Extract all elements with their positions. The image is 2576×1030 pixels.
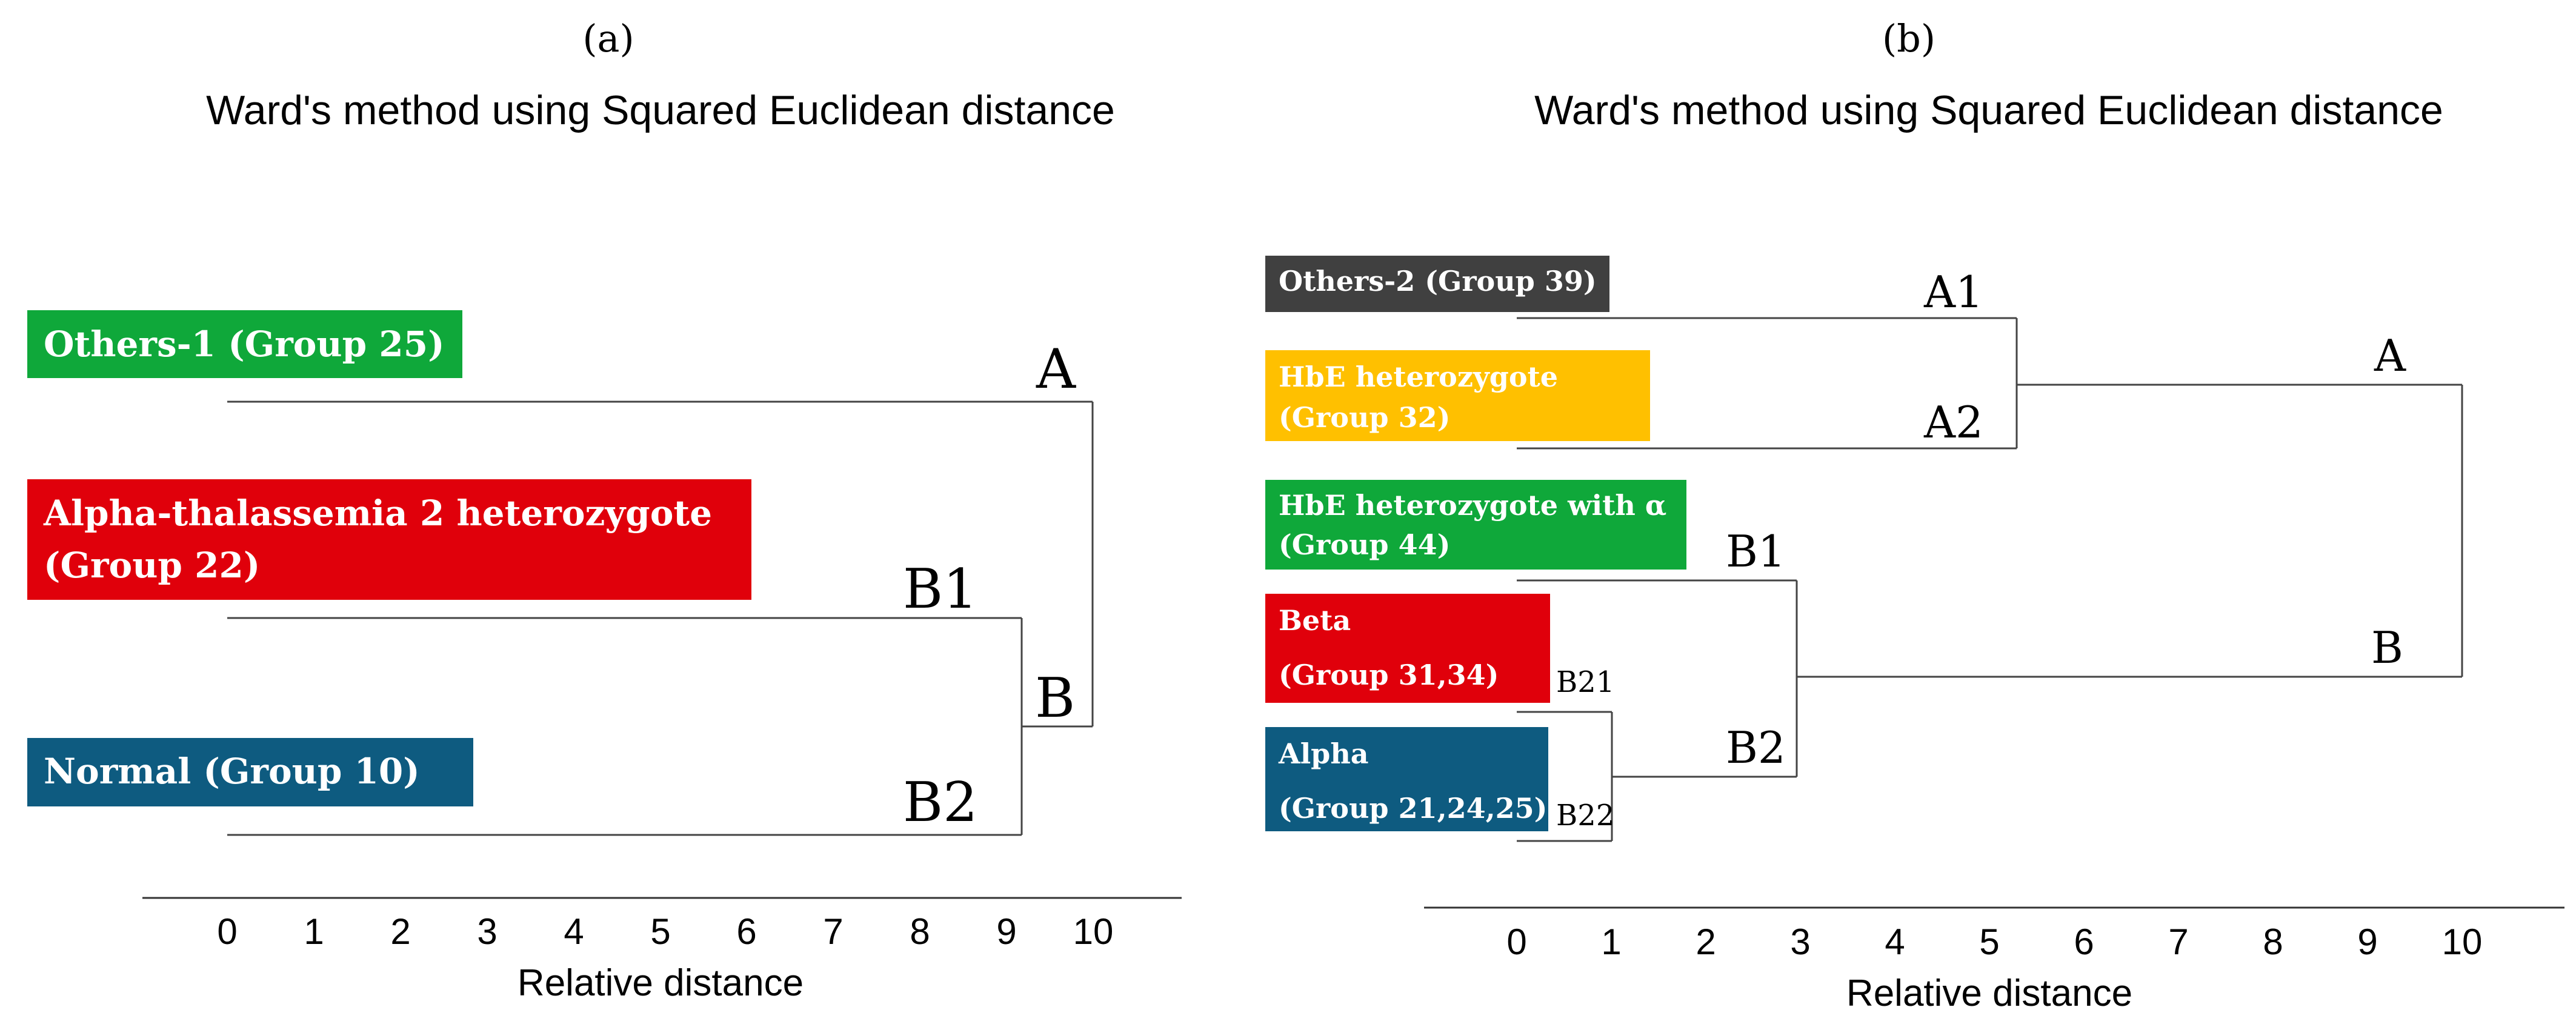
- tick-label: 0: [217, 911, 237, 952]
- group-label-alpha-thal-2-line2: (Group 22): [44, 545, 260, 586]
- group-label-alpha-thal-2-line1: Alpha-thalassemia 2 heterozygote: [43, 493, 712, 534]
- panel-b-letter: (b): [1882, 16, 1935, 61]
- cluster-label-b1: B1: [1726, 526, 1786, 577]
- cluster-label-b2: B2: [1726, 722, 1786, 773]
- tick-label: 4: [1885, 922, 1905, 962]
- group-label-alpha-line2: (Group 21,24,25): [1279, 792, 1547, 825]
- group-label-hbe-het-line1: HbE heterozygote: [1279, 360, 1558, 393]
- tick-label: 6: [2074, 922, 2094, 962]
- group-box-alpha-thal-2: [27, 479, 751, 600]
- cluster-label-b: B: [1035, 666, 1075, 730]
- tick-label: 10: [1073, 911, 1114, 952]
- group-label-hbe-het-alpha-line2: (Group 44): [1279, 528, 1450, 561]
- tick-label: 3: [477, 911, 497, 952]
- axis-b-label: Relative distance: [1846, 972, 2132, 1014]
- axis-a-ticks: 0 1 2 3 4 5 6 7 8 9 10: [217, 911, 1113, 952]
- group-box-others-1: [27, 310, 462, 378]
- group-box-hbe-het: [1265, 350, 1650, 441]
- tick-label: 5: [1979, 922, 1999, 962]
- tick-label: 5: [650, 911, 670, 952]
- dendrogram-a-branches: [227, 400, 1094, 836]
- group-box-others-2: [1265, 256, 1609, 312]
- tick-label: 3: [1790, 922, 1810, 962]
- cluster-label-a: A: [2374, 330, 2406, 381]
- group-label-beta-line2: (Group 31,34): [1279, 659, 1499, 691]
- group-label-normal: Normal (Group 10): [44, 751, 420, 792]
- tick-label: 1: [1601, 922, 1621, 962]
- group-label-beta-line1: Beta: [1279, 604, 1351, 637]
- group-label-others-2: Others-2 (Group 39): [1279, 265, 1597, 297]
- cluster-label-b2: B2: [903, 771, 977, 834]
- tick-label: 7: [2168, 922, 2188, 962]
- group-label-hbe-het-line2: (Group 32): [1279, 401, 1450, 434]
- tick-label: 4: [564, 911, 584, 952]
- panel-b-title: Ward's method using Squared Euclidean di…: [1534, 87, 2443, 133]
- tick-label: 0: [1506, 922, 1526, 962]
- panel-a-title: Ward's method using Squared Euclidean di…: [206, 87, 1115, 133]
- tick-label: 10: [2442, 922, 2483, 962]
- cluster-label-b1: B1: [903, 557, 977, 621]
- group-label-others-1: Others-1 (Group 25): [44, 324, 445, 365]
- tick-label: 7: [823, 911, 843, 952]
- group-box-alpha: [1265, 727, 1548, 831]
- cluster-label-b: B: [2371, 622, 2403, 673]
- tick-label: 6: [736, 911, 756, 952]
- tick-label: 9: [2357, 922, 2377, 962]
- group-box-hbe-het-alpha: [1265, 480, 1686, 570]
- axis-a-label: Relative distance: [518, 962, 804, 1004]
- cluster-label-a1: A1: [1923, 267, 1983, 317]
- cluster-label-a2: A2: [1923, 397, 1983, 448]
- panel-a: (a) Ward's method using Squared Euclidea…: [27, 16, 1182, 1004]
- group-label-alpha-line1: Alpha: [1278, 737, 1369, 770]
- dendrogram-b-branches: [1517, 317, 2463, 842]
- panel-a-letter: (a): [582, 16, 634, 61]
- group-label-hbe-het-alpha-line1: HbE heterozygote with α: [1279, 489, 1666, 522]
- tick-label: 8: [910, 911, 930, 952]
- tick-label: 8: [2263, 922, 2283, 962]
- tick-label: 9: [996, 911, 1016, 952]
- tick-label: 2: [1696, 922, 1716, 962]
- group-box-normal: [27, 738, 473, 806]
- group-box-beta: [1265, 594, 1550, 703]
- cluster-label-a: A: [1036, 337, 1076, 401]
- cluster-label-b22: B22: [1556, 799, 1614, 832]
- tick-label: 1: [304, 911, 324, 952]
- cluster-label-b21: B21: [1556, 665, 1614, 699]
- tick-label: 2: [390, 911, 410, 952]
- axis-b-ticks: 0 1 2 3 4 5 6 7 8 9 10: [1506, 922, 2482, 962]
- panel-b: (b) Ward's method using Squared Euclidea…: [1265, 16, 2564, 1014]
